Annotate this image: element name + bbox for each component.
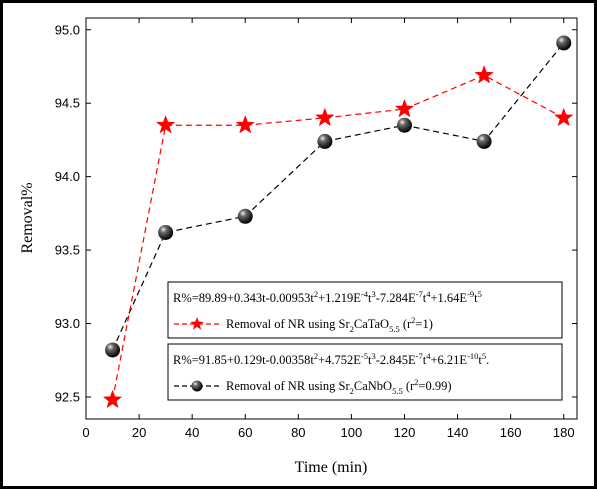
legend-label-text: =1) — [415, 317, 432, 331]
series-point-sphere — [317, 133, 333, 149]
series-point-sphere — [237, 208, 253, 224]
equation-sup: 3 — [371, 289, 375, 299]
equation-text: +1.219E — [318, 291, 361, 305]
legend-label-sub: 5.5 — [392, 386, 403, 396]
y-tick-label: 94.0 — [55, 169, 80, 184]
legend-label-sup: 2 — [411, 315, 415, 325]
x-tick-label: 0 — [82, 425, 89, 440]
equation-text: R%=91.85+0.129t-0.00358t — [173, 353, 314, 367]
series-point-sphere — [556, 35, 572, 51]
legend-box — [167, 343, 563, 401]
equation-sup: -9 — [467, 289, 474, 299]
x-tick-label: 60 — [238, 425, 252, 440]
series-point-star — [235, 114, 255, 134]
equation-sup: 5 — [482, 351, 486, 361]
equation-text: t — [423, 353, 427, 367]
y-tick-label: 95.0 — [55, 22, 80, 37]
legend-sample-sphere — [191, 380, 203, 392]
legend-label-text: Removal of NR using Sr — [226, 379, 350, 393]
x-axis-title: Time (min) — [295, 459, 368, 476]
legend-sample-star — [190, 317, 204, 330]
series-point-star — [474, 65, 494, 84]
equation-text: t — [423, 291, 427, 305]
y-tick-label: 92.5 — [55, 389, 80, 404]
equation-text: +6.21E — [431, 353, 468, 367]
equation-sup: 3 — [371, 351, 375, 361]
equation-sup: 2 — [314, 289, 318, 299]
equation-text: -7.284E — [376, 291, 416, 305]
equation-text: . — [486, 353, 489, 367]
legend-label-sub: 2 — [350, 386, 354, 396]
x-tick-label: 20 — [132, 425, 146, 440]
legend-label-text: =0.99) — [418, 379, 451, 393]
x-tick-label: 140 — [447, 425, 469, 440]
equation-text: t — [478, 353, 482, 367]
equation-sup: -7 — [416, 289, 423, 299]
axis-ticks: 0 20 40 60 80 100 120 140 160 180 92.5 93.0 93.5 94.0… — [55, 18, 577, 440]
x-tick-label: 100 — [341, 425, 363, 440]
y-tick-label: 94.5 — [55, 96, 80, 111]
x-tick-label: 160 — [500, 425, 522, 440]
y-tick-label: 93.0 — [55, 316, 80, 331]
legend-box — [167, 281, 563, 339]
legend-equation: R%=91.85+0.129t-0.00358t2+4.752E-5t3-2.8… — [173, 351, 489, 367]
equation-sup: 4 — [426, 289, 431, 299]
equation-text: t — [368, 353, 372, 367]
equation-sup: 5 — [478, 289, 482, 299]
legend-label-sub: 2 — [350, 324, 354, 334]
series-point-star — [394, 98, 415, 118]
equation-text: t — [368, 291, 372, 305]
series-point-sphere — [396, 117, 412, 133]
x-tick-label: 80 — [291, 425, 305, 440]
legend-label-text: CaNbO — [354, 379, 392, 393]
equation-sup: 2 — [314, 351, 318, 361]
legend-equation: R%=89.89+0.343t-0.00953t2+1.219E-4t3-7.2… — [173, 289, 482, 305]
y-axis-title: Removal% — [19, 182, 36, 253]
legend-label-sup: 2 — [414, 377, 418, 387]
legend-label-text: (r — [400, 317, 412, 331]
series-point-star — [553, 107, 574, 127]
series-point-star — [102, 389, 123, 409]
y-tick-label: 93.5 — [55, 243, 80, 258]
equation-text: -2.845E — [376, 353, 416, 367]
legend-layer: R%=89.89+0.343t-0.00953t2+1.219E-4t3-7.2… — [167, 281, 563, 401]
legend-label-text: (r — [403, 379, 415, 393]
legend-label-text: Removal of NR using Sr — [226, 317, 350, 331]
series-point-sphere — [476, 133, 492, 149]
series-point-star — [315, 107, 335, 127]
series-point-star — [155, 114, 176, 134]
legend-series-label: Removal of NR using Sr2CaNbO5.5 (r2=0.99… — [226, 377, 451, 396]
equation-sup: 4 — [426, 351, 431, 361]
equation-text: +1.64E — [431, 291, 468, 305]
series-point-sphere — [158, 224, 174, 240]
x-tick-label: 180 — [553, 425, 575, 440]
x-tick-label: 40 — [185, 425, 199, 440]
equation-text: +4.752E — [318, 353, 361, 367]
legend-label-text: CaTaO — [354, 317, 389, 331]
equation-sup: -4 — [361, 289, 369, 299]
equation-text: t — [474, 291, 478, 305]
equation-sup: -5 — [361, 351, 368, 361]
legend-series-label: Removal of NR using Sr2CaTaO5.5 (r2=1) — [226, 315, 433, 334]
series-point-sphere — [105, 342, 121, 358]
equation-sup: -10 — [467, 351, 478, 361]
legend-label-sub: 5.5 — [389, 324, 400, 334]
x-tick-label: 120 — [394, 425, 416, 440]
equation-text: R%=89.89+0.343t-0.00953t — [173, 291, 314, 305]
equation-sup: -7 — [416, 351, 423, 361]
series-layer — [102, 35, 574, 409]
